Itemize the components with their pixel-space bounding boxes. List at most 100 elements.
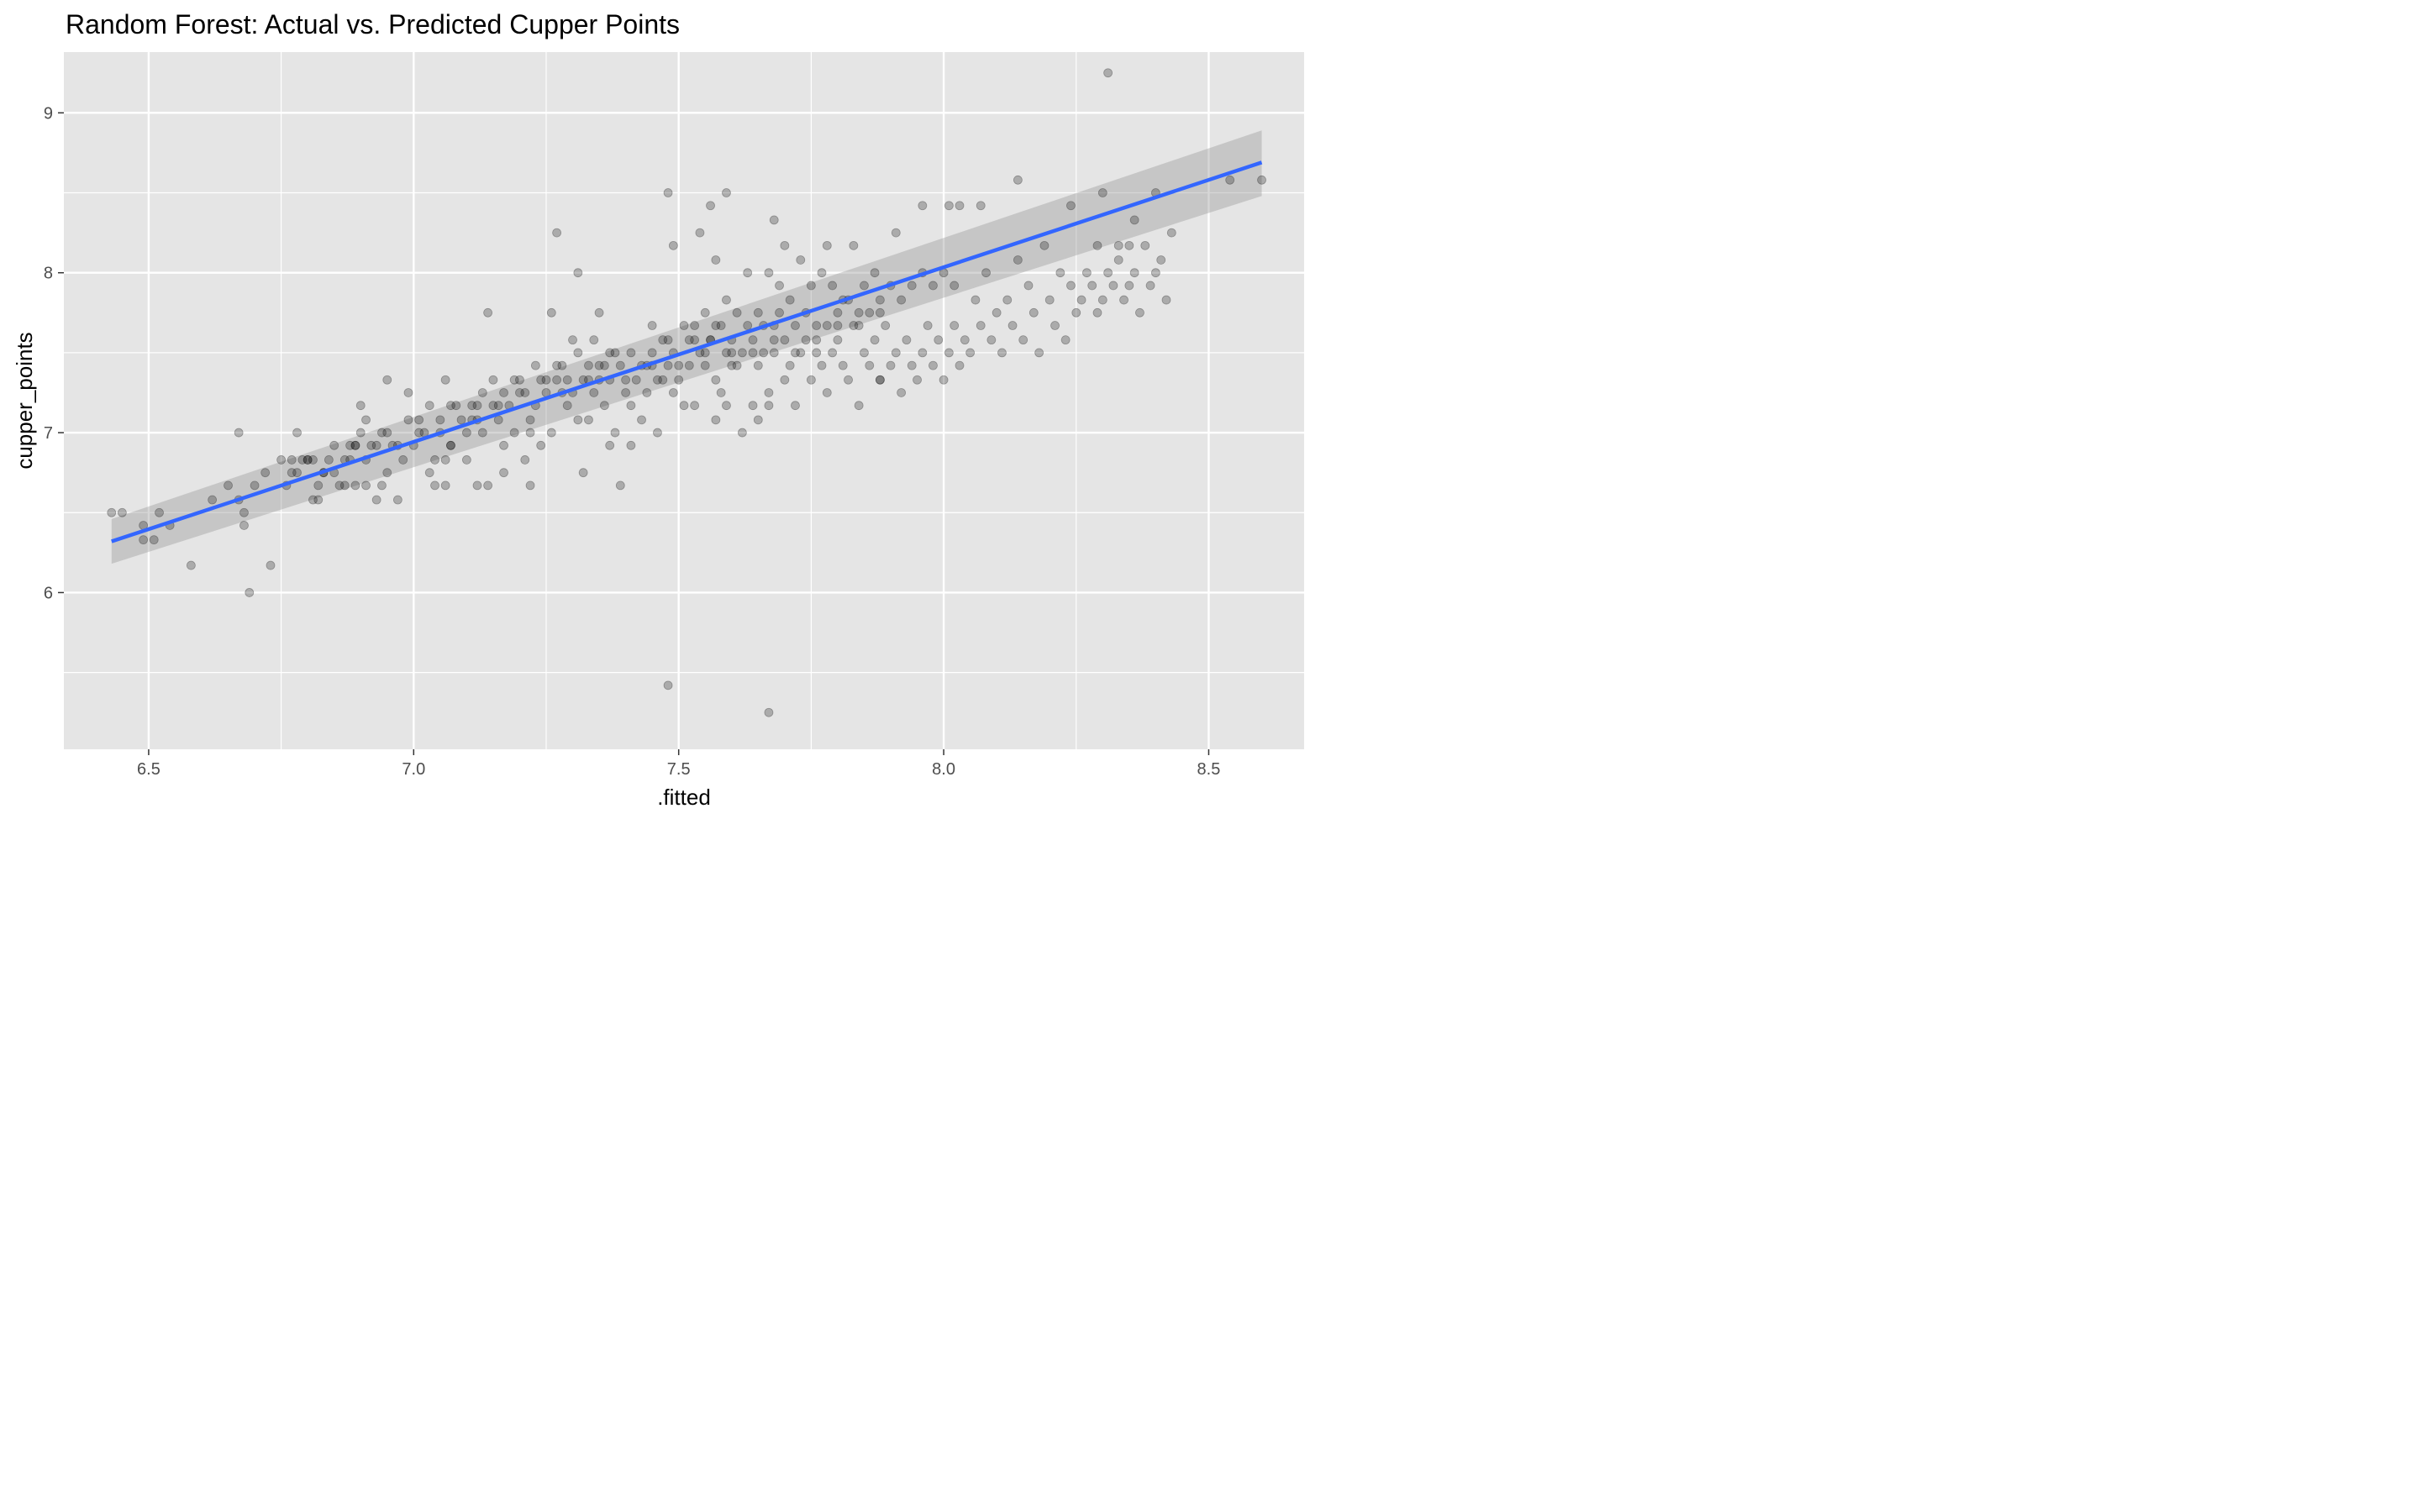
scatter-point (615, 360, 625, 370)
scatter-point (345, 440, 355, 450)
scatter-point (1129, 215, 1139, 225)
scatter-point (440, 455, 450, 465)
scatter-point (764, 388, 774, 397)
scatter-point (287, 468, 297, 478)
scatter-point (870, 335, 880, 345)
scatter-point (812, 348, 822, 358)
scatter-point (573, 268, 583, 278)
scatter-point (976, 201, 986, 211)
scatter-point (833, 335, 843, 345)
scatter-point (117, 507, 127, 517)
scatter-point (605, 348, 615, 358)
scatter-point (759, 348, 769, 358)
scatter-point (822, 388, 832, 397)
scatter-point (355, 428, 366, 438)
scatter-point (488, 401, 498, 411)
scatter-point (854, 307, 864, 318)
scatter-point (1129, 268, 1139, 278)
scatter-point (732, 360, 742, 370)
scatter-point (780, 335, 790, 345)
scatter-point (260, 468, 271, 478)
scatter-point (1060, 335, 1071, 345)
scatter-point (435, 415, 445, 425)
scatter-point (1103, 68, 1113, 78)
scatter-point (562, 375, 572, 385)
scatter-point (950, 321, 960, 330)
scatter-point (1108, 281, 1118, 291)
scatter-point (727, 360, 737, 370)
scatter-point (292, 468, 302, 478)
scatter-point (923, 321, 933, 330)
scatter-point (875, 307, 885, 318)
scatter-point (817, 360, 827, 370)
scatter-point (828, 281, 838, 291)
scatter-point (700, 348, 710, 358)
scatter-point (361, 480, 371, 491)
scatter-point (488, 375, 498, 385)
scatter-point (430, 480, 439, 491)
scatter-point (647, 348, 657, 358)
scatter-point (976, 321, 986, 330)
scatter-point (313, 495, 324, 505)
scatter-point (780, 240, 790, 250)
scatter-point (891, 228, 901, 238)
scatter-point (350, 480, 360, 491)
scatter-point (483, 307, 493, 318)
scatter-point (594, 360, 604, 370)
scatter-point (674, 375, 684, 385)
scatter-point (1135, 307, 1144, 318)
scatter-point (1023, 281, 1034, 291)
scatter-point (753, 307, 763, 318)
scatter-point (1140, 240, 1150, 250)
scatter-point (355, 401, 366, 411)
scatter-point (722, 348, 731, 358)
scatter-point (350, 440, 360, 450)
scatter-point (155, 507, 164, 517)
scatter-point (785, 295, 795, 305)
scatter-point (1092, 240, 1102, 250)
scatter-point (711, 255, 721, 265)
plot-panel (64, 52, 1304, 749)
scatter-point (849, 240, 859, 250)
y-axis-title: cupper_points (12, 332, 37, 469)
scatter-point (897, 388, 907, 397)
scatter-point (944, 348, 954, 358)
scatter-point (398, 455, 408, 465)
x-axis-title: .fitted (657, 785, 711, 810)
points-layer (107, 68, 1266, 717)
scatter-point (631, 375, 641, 385)
scatter-point (599, 360, 609, 370)
scatter-point (467, 401, 477, 411)
scatter-point (308, 455, 318, 465)
scatter-point (860, 348, 869, 358)
scatter-point (525, 415, 535, 425)
scatter-point (366, 440, 376, 450)
x-tick-label: 7.5 (667, 760, 691, 779)
scatter-point (499, 468, 508, 478)
scatter-point (234, 428, 244, 438)
scatter-point (870, 268, 880, 278)
scatter-point (536, 375, 546, 385)
scatter-point (493, 415, 503, 425)
scatter-point (775, 307, 784, 318)
scatter-point (446, 401, 455, 411)
scatter-point (308, 495, 318, 505)
scatter-point (1097, 295, 1107, 305)
scatter-point (578, 375, 588, 385)
scatter-point (907, 281, 917, 291)
scatter-point (1124, 240, 1134, 250)
scatter-point (334, 480, 345, 491)
scatter-point (748, 401, 758, 411)
scatter-point (546, 307, 556, 318)
scatter-point (965, 348, 976, 358)
scatter-point (208, 495, 218, 505)
scatter-point (552, 375, 562, 385)
scatter-point (515, 388, 524, 397)
scatter-point (743, 268, 753, 278)
scatter-point (753, 360, 763, 370)
scatter-point (578, 468, 588, 478)
scatter-point (329, 440, 339, 450)
scatter-point (461, 455, 471, 465)
scatter-point (1002, 295, 1013, 305)
scatter-point (224, 480, 233, 491)
